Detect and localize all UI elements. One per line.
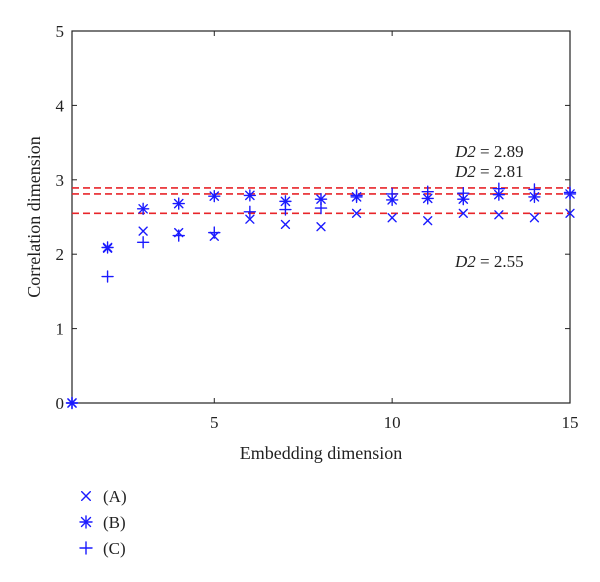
y-axis-label: Correlation dimension xyxy=(24,136,44,297)
data-point-x xyxy=(280,219,291,230)
data-point-plus xyxy=(101,270,114,283)
data-point-asterisk xyxy=(243,189,257,202)
legend-entry-label: (A) xyxy=(103,487,127,506)
data-point-x xyxy=(387,213,397,223)
reference-line-label: D2 = 2.89 xyxy=(454,142,524,161)
y-tick-label: 2 xyxy=(56,245,65,264)
data-point-asterisk xyxy=(279,195,292,208)
y-tick-label: 1 xyxy=(56,320,65,339)
data-point-x xyxy=(494,210,504,220)
data-point-x xyxy=(351,208,362,218)
data-point-asterisk xyxy=(101,241,114,254)
legend-marker-asterisk xyxy=(79,515,93,529)
legend-entry-label: (B) xyxy=(103,513,126,532)
data-point-plus xyxy=(421,185,434,198)
data-point-plus xyxy=(350,189,363,202)
data-point-plus xyxy=(243,205,257,218)
x-tick-label: 5 xyxy=(210,413,219,432)
y-tick-label: 4 xyxy=(56,96,65,115)
data-point-x xyxy=(423,216,433,226)
data-point-plus xyxy=(136,236,150,249)
data-points xyxy=(65,182,577,410)
data-point-x xyxy=(529,213,540,223)
data-point-plus xyxy=(385,187,399,201)
data-point-asterisk xyxy=(136,202,150,216)
data-point-plus xyxy=(314,201,328,215)
data-point-plus xyxy=(65,396,79,410)
x-tick-label: 10 xyxy=(384,413,401,432)
data-point-asterisk xyxy=(172,197,185,210)
tick-labels: 5 10 15 0 1 2 3 4 5 xyxy=(56,22,579,432)
data-point-x xyxy=(458,208,468,218)
data-point-x xyxy=(138,226,148,236)
y-tick-label: 0 xyxy=(56,394,65,413)
y-tick-label: 5 xyxy=(56,22,65,41)
data-point-x xyxy=(565,208,575,218)
x-tick-label: 15 xyxy=(562,413,579,432)
data-point-plus xyxy=(492,182,506,195)
data-point-x xyxy=(245,214,255,224)
data-point-plus xyxy=(563,186,577,199)
data-point-plus xyxy=(172,229,185,242)
data-point-plus xyxy=(528,183,541,196)
legend-marker-x xyxy=(80,490,92,502)
y-tick-label: 3 xyxy=(56,171,65,190)
reference-line-label: D2 = 2.81 xyxy=(454,162,524,181)
data-point-plus xyxy=(208,226,221,239)
axis-ticks xyxy=(72,30,571,404)
legend: (A) (B) (C) xyxy=(79,487,127,558)
x-axis-label: Embedding dimension xyxy=(240,443,402,463)
data-point-x xyxy=(316,222,326,232)
plot-frame xyxy=(71,30,571,404)
reference-line-label: D2 = 2.55 xyxy=(454,252,524,271)
data-point-plus xyxy=(279,203,292,216)
data-point-asterisk xyxy=(208,189,221,203)
data-point-plus xyxy=(457,186,470,200)
legend-entry-label: (C) xyxy=(103,539,126,558)
legend-marker-plus xyxy=(79,541,93,555)
